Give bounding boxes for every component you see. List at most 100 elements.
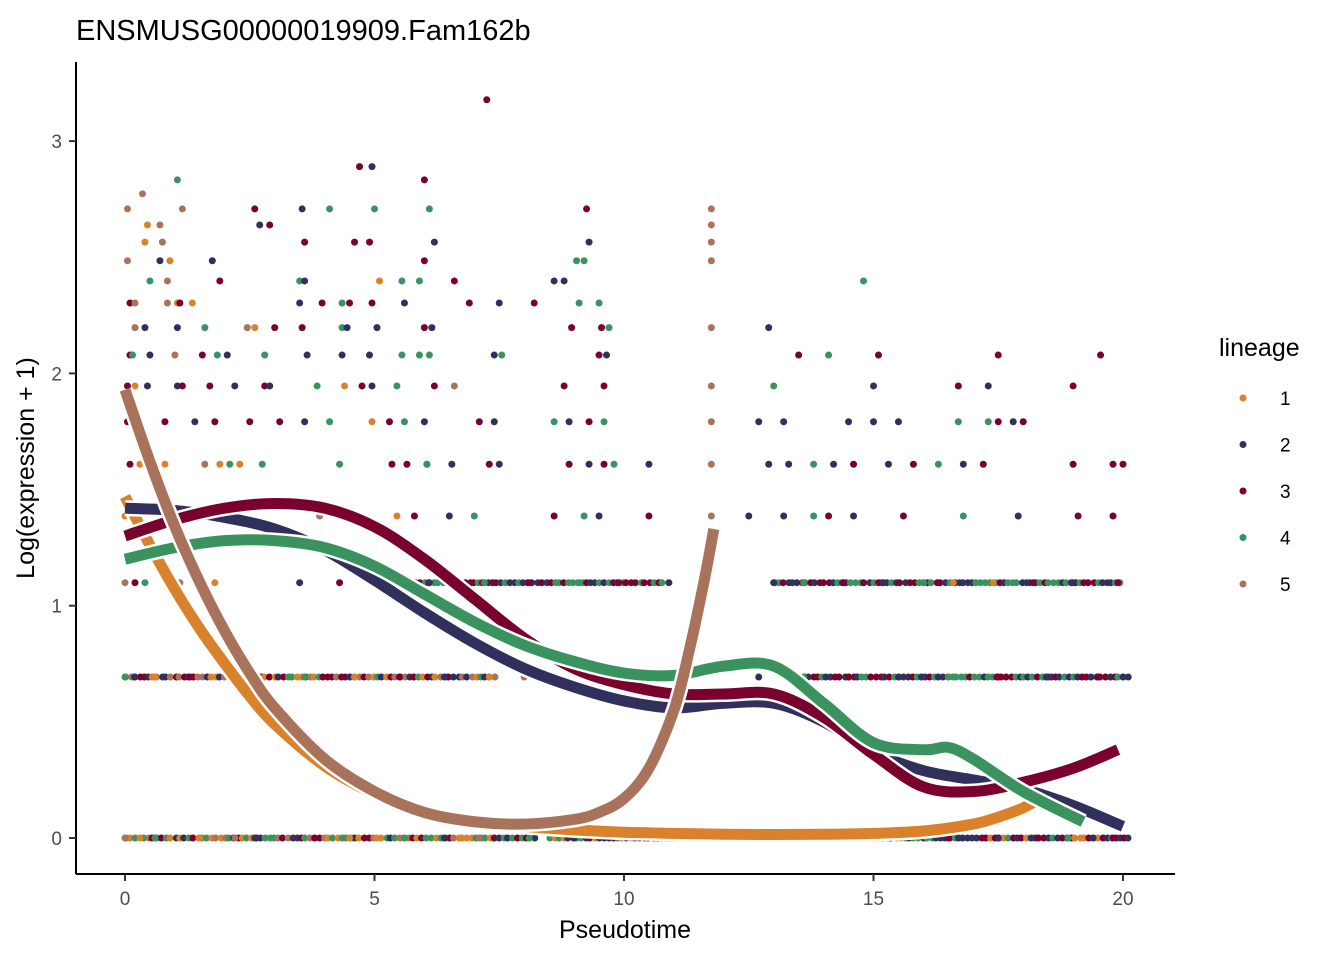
data-point-lineage-2 — [208, 257, 216, 265]
data-point-lineage-4 — [919, 579, 927, 587]
data-point — [622, 579, 630, 587]
data-point-lineage-3 — [346, 299, 354, 307]
data-point-lineage-2 — [251, 834, 259, 842]
data-point — [936, 579, 944, 587]
data-point-lineage-2 — [131, 673, 139, 681]
data-point-lineage-2 — [301, 418, 309, 426]
data-point-lineage-2 — [343, 324, 351, 332]
data-point-lineage-3 — [246, 418, 254, 426]
data-point-lineage-5 — [707, 324, 715, 332]
data-point — [1114, 673, 1122, 681]
data-point-lineage-4 — [398, 351, 406, 359]
data-point-lineage-2 — [665, 579, 673, 587]
data-point-lineage-1 — [989, 579, 997, 587]
data-point-lineage-4 — [173, 176, 181, 184]
data-point — [885, 673, 893, 681]
data-point — [631, 579, 639, 587]
data-point-lineage-3 — [840, 579, 848, 587]
data-point — [131, 834, 139, 842]
data-point — [328, 834, 336, 842]
y-ticks: 0 1 2 3 — [51, 132, 76, 850]
data-point-lineage-4 — [128, 351, 136, 359]
data-point-lineage-4 — [954, 418, 962, 426]
data-point — [779, 579, 787, 587]
data-point-lineage-2 — [231, 382, 239, 390]
data-point-lineage-4 — [423, 460, 431, 468]
data-point-lineage-5 — [450, 382, 458, 390]
data-point-lineage-2 — [560, 277, 568, 285]
data-point-lineage-3 — [795, 351, 803, 359]
data-point-lineage-5 — [243, 324, 251, 332]
data-point-lineage-2 — [301, 277, 309, 285]
data-point-lineage-5 — [475, 834, 483, 842]
data-point-lineage-1 — [216, 460, 224, 468]
data-point-lineage-4 — [825, 351, 833, 359]
data-point-lineage-3 — [899, 512, 907, 520]
data-point-lineage-3 — [356, 163, 364, 171]
data-point-lineage-2 — [765, 324, 773, 332]
data-point-lineage-1 — [949, 579, 957, 587]
data-point-lineage-2 — [420, 418, 428, 426]
data-point-lineage-3 — [595, 351, 603, 359]
x-ticks: 0 5 10 15 20 — [120, 874, 1134, 910]
data-point-lineage-3 — [530, 299, 538, 307]
data-point-lineage-2 — [266, 382, 274, 390]
data-point-lineage-2 — [368, 382, 376, 390]
data-point — [274, 673, 282, 681]
data-point-lineage-3 — [485, 460, 493, 468]
data-point-lineage-4 — [213, 351, 221, 359]
data-point — [189, 834, 197, 842]
legend-key-5 — [1239, 580, 1247, 588]
data-point — [450, 834, 458, 842]
data-point-lineage-4 — [605, 324, 613, 332]
data-point-lineage-3 — [186, 673, 194, 681]
data-point — [360, 834, 368, 842]
data-point — [658, 579, 666, 587]
data-point-lineage-4 — [984, 418, 992, 426]
data-point-lineage-3 — [301, 238, 309, 246]
data-point — [846, 579, 854, 587]
data-point-lineage-3 — [358, 382, 366, 390]
data-point — [1004, 834, 1012, 842]
data-point — [895, 579, 903, 587]
data-point-lineage-4 — [575, 299, 583, 307]
data-point — [434, 579, 442, 587]
data-point-lineage-3 — [206, 382, 214, 390]
data-point-lineage-1 — [375, 277, 383, 285]
data-point-lineage-3 — [525, 579, 533, 587]
data-point-lineage-3 — [276, 418, 284, 426]
data-point-lineage-3 — [410, 512, 418, 520]
data-point — [491, 673, 499, 681]
data-point-lineage-5 — [178, 205, 186, 213]
data-point — [1107, 579, 1115, 587]
data-point-lineage-5 — [707, 512, 715, 520]
data-point — [1033, 673, 1041, 681]
data-point-lineage-3 — [600, 382, 608, 390]
data-point-lineage-2 — [1089, 834, 1097, 842]
data-point — [391, 834, 399, 842]
data-point-lineage-3 — [994, 418, 1002, 426]
data-point-lineage-4 — [258, 460, 266, 468]
data-point — [175, 673, 183, 681]
data-point — [180, 834, 188, 842]
data-point — [952, 673, 960, 681]
data-point-lineage-3 — [450, 277, 458, 285]
data-point — [1012, 579, 1020, 587]
data-point-lineage-3 — [123, 382, 131, 390]
data-point-lineage-4 — [959, 512, 967, 520]
data-point-lineage-2 — [994, 834, 1002, 842]
data-point-lineage-4 — [313, 382, 321, 390]
data-point — [495, 834, 503, 842]
data-point — [256, 834, 264, 842]
data-point — [981, 579, 989, 587]
data-point-lineage-5 — [158, 238, 166, 246]
data-point — [207, 673, 215, 681]
data-point-lineage-3 — [420, 257, 428, 265]
data-point-lineage-3 — [388, 460, 396, 468]
data-point-lineage-3 — [909, 460, 917, 468]
data-point-lineage-2 — [298, 205, 306, 213]
data-point-lineage-5 — [123, 257, 131, 265]
data-point-lineage-2 — [495, 460, 503, 468]
data-point-lineage-3 — [979, 460, 987, 468]
x-tick-label: 20 — [1112, 889, 1133, 910]
